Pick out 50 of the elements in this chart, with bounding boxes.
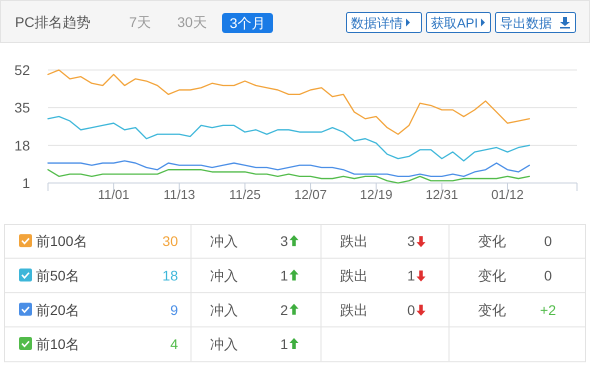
text: 3个月 (230, 15, 266, 31)
text: 3 (280, 233, 288, 250)
y-tick-label: 35 (14, 100, 30, 116)
x-tick-label: 11/13 (163, 187, 196, 202)
text: 数据详情 (351, 16, 403, 30)
line-series (47, 160, 530, 177)
text: 4 (170, 336, 178, 352)
text: 导出数据 (500, 16, 552, 30)
text: 30天 (177, 14, 207, 30)
y-tick-label: 1 (22, 175, 30, 191)
text: 1 (407, 267, 416, 284)
text: 冲入 (210, 302, 238, 318)
text: 变化 (478, 233, 506, 250)
text: 1 (280, 336, 288, 352)
chart-title: PC排名趋势 (15, 14, 90, 30)
legend-label: 前10名 (36, 336, 80, 352)
line-series (47, 169, 530, 184)
text: 冲入 (210, 233, 238, 250)
text: 9 (170, 302, 178, 318)
x-tick-label: 12/31 (426, 187, 458, 202)
text: 2 (280, 302, 288, 318)
x-tick-label: 12/07 (294, 187, 327, 202)
x-tick-label: 12/19 (360, 187, 392, 202)
text: 跌出 (340, 267, 368, 284)
text: 跌出 (340, 302, 368, 318)
legend-label: 前50名 (36, 267, 80, 284)
line-series (47, 69, 530, 135)
text: 0 (407, 302, 416, 318)
x-tick-label: 11/01 (98, 187, 130, 202)
legend-label: 前100名 (36, 233, 88, 250)
text: +2 (540, 302, 556, 318)
text: 冲入 (210, 336, 238, 352)
text: 变化 (478, 302, 506, 318)
y-tick-label: 52 (14, 62, 30, 78)
text: 0 (544, 267, 552, 284)
text: 冲入 (210, 267, 238, 284)
text: 30 (162, 233, 178, 250)
text: 1 (280, 267, 288, 284)
text: 3 (407, 233, 416, 250)
y-tick-label: 18 (14, 137, 30, 154)
text: 获取API (431, 16, 478, 30)
text: 0 (544, 233, 552, 250)
line-series (47, 116, 530, 162)
text: 变化 (478, 267, 506, 284)
x-tick-label: 01/12 (491, 187, 524, 202)
x-tick-label: 11/25 (229, 187, 261, 202)
text: 跌出 (340, 233, 368, 250)
text: 7天 (129, 14, 151, 30)
text: 18 (162, 267, 178, 284)
legend-label: 前20名 (36, 302, 80, 318)
